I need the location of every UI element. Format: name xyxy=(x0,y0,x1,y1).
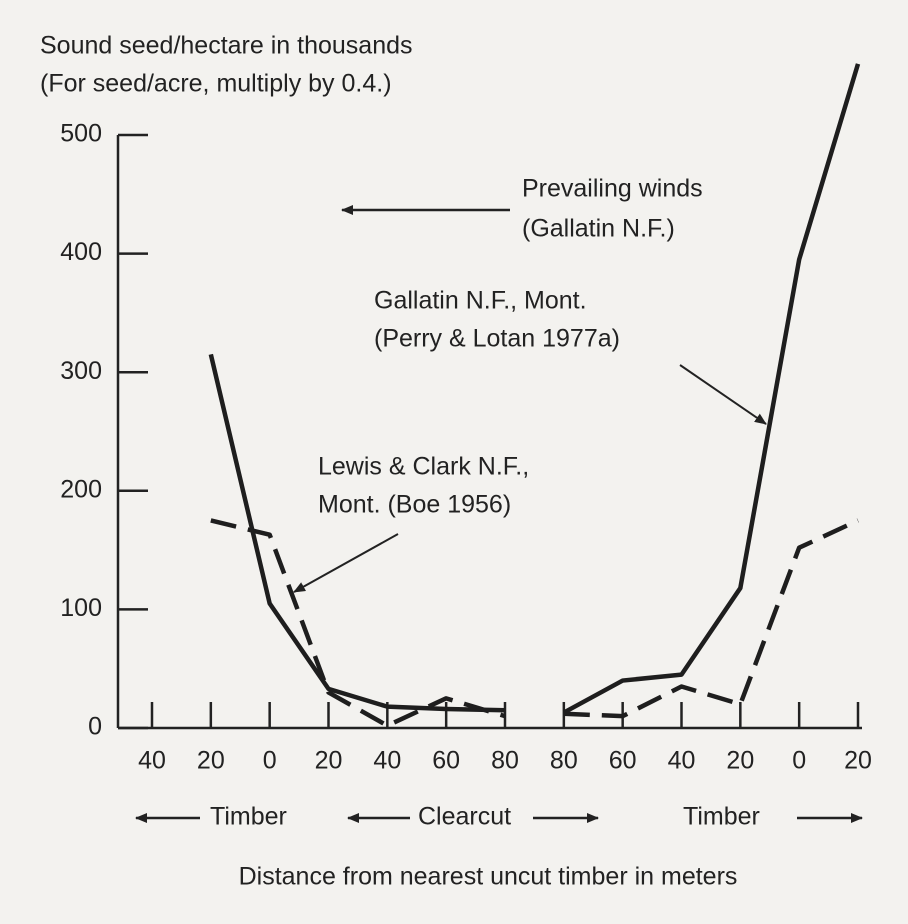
annotation: (Perry & Lotan 1977a) xyxy=(374,325,620,353)
x-tick-label: 20 xyxy=(844,747,872,775)
y-axis-label: (For seed/acre, multiply by 0.4.) xyxy=(40,70,392,98)
series-line xyxy=(562,63,861,715)
y-tick-label: 200 xyxy=(60,475,102,503)
y-tick-label: 0 xyxy=(88,713,102,741)
region-label: Timber xyxy=(683,803,760,831)
pointer-arrow xyxy=(679,364,767,425)
y-axis-label: Sound seed/hectare in thousands xyxy=(40,32,413,60)
annotation: Prevailing winds xyxy=(522,175,703,203)
annotation: Gallatin N.F., Mont. xyxy=(374,287,587,315)
series-line xyxy=(210,518,506,728)
annotation: Lewis & Clark N.F., xyxy=(318,453,529,481)
x-tick-label: 20 xyxy=(726,747,754,775)
x-tick-label: 60 xyxy=(432,747,460,775)
y-tick-label: 300 xyxy=(60,357,102,385)
pointer-arrow xyxy=(293,533,399,593)
region-label: Clearcut xyxy=(418,803,511,831)
y-tick-label: 100 xyxy=(60,594,102,622)
x-axis-label: Distance from nearest uncut timber in me… xyxy=(239,863,738,891)
x-tick-label: 80 xyxy=(550,747,578,775)
y-tick-label: 500 xyxy=(60,120,102,148)
y-tick-label: 400 xyxy=(60,238,102,266)
x-tick-label: 0 xyxy=(263,747,277,775)
x-tick-label: 80 xyxy=(491,747,519,775)
x-tick-label: 40 xyxy=(373,747,401,775)
x-tick-label: 40 xyxy=(668,747,696,775)
annotation: (Gallatin N.F.) xyxy=(522,215,675,243)
series-line xyxy=(208,353,506,713)
series-line xyxy=(563,518,859,719)
region-label: Timber xyxy=(210,803,287,831)
annotation: Mont. (Boe 1956) xyxy=(318,491,511,519)
x-tick-label: 20 xyxy=(315,747,343,775)
x-tick-label: 20 xyxy=(197,747,225,775)
x-tick-label: 60 xyxy=(609,747,637,775)
x-tick-label: 40 xyxy=(138,747,166,775)
x-tick-label: 0 xyxy=(792,747,806,775)
